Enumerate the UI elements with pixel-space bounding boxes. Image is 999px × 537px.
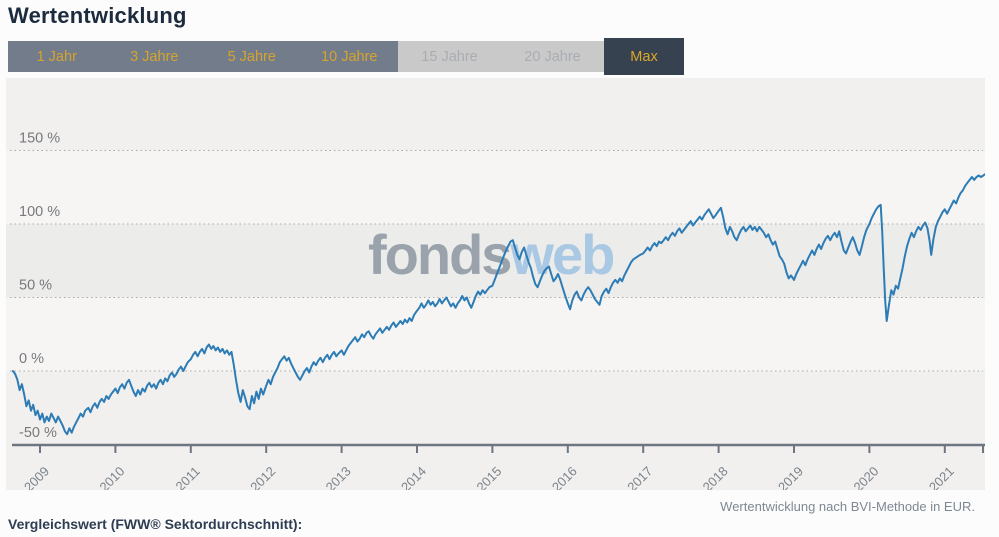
comparison-value-label: Vergleichswert (FWW® Sektordurchschnitt)… [8, 516, 303, 532]
bvi-method-note: Wertentwicklung nach BVI-Methode in EUR. [720, 499, 975, 514]
tab-20-jahre: 20 Jahre [501, 41, 604, 72]
watermark-web: web [509, 223, 613, 286]
watermark-fonds: fonds [368, 223, 510, 286]
tab-max[interactable]: Max [604, 38, 684, 75]
page-title: Wertentwicklung [8, 3, 187, 28]
period-tabbar: 1 Jahr 3 Jahre 5 Jahre 10 Jahre 15 Jahre… [8, 38, 684, 75]
svg-text:150 %: 150 % [19, 131, 60, 147]
svg-text:-50 %: -50 % [19, 425, 57, 441]
svg-text:0 %: 0 % [19, 351, 44, 367]
svg-text:50 %: 50 % [19, 278, 52, 294]
tab-10-jahre[interactable]: 10 Jahre [300, 41, 398, 72]
performance-chart: 150 %100 %50 %0 %-50 % fondsweb 2009 2010… [6, 78, 987, 495]
tab-1-jahr[interactable]: 1 Jahr [8, 41, 106, 72]
svg-text:100 %: 100 % [19, 204, 60, 220]
chart-panel: 150 % 100 % 50 % 0 % -50 % fondsweb 2009 2010… [6, 78, 987, 495]
tab-3-jahre[interactable]: 3 Jahre [105, 41, 203, 72]
fondsweb-watermark: fondsweb [368, 223, 613, 286]
tab-5-jahre[interactable]: 5 Jahre [203, 41, 301, 72]
tab-15-jahre: 15 Jahre [398, 41, 501, 72]
